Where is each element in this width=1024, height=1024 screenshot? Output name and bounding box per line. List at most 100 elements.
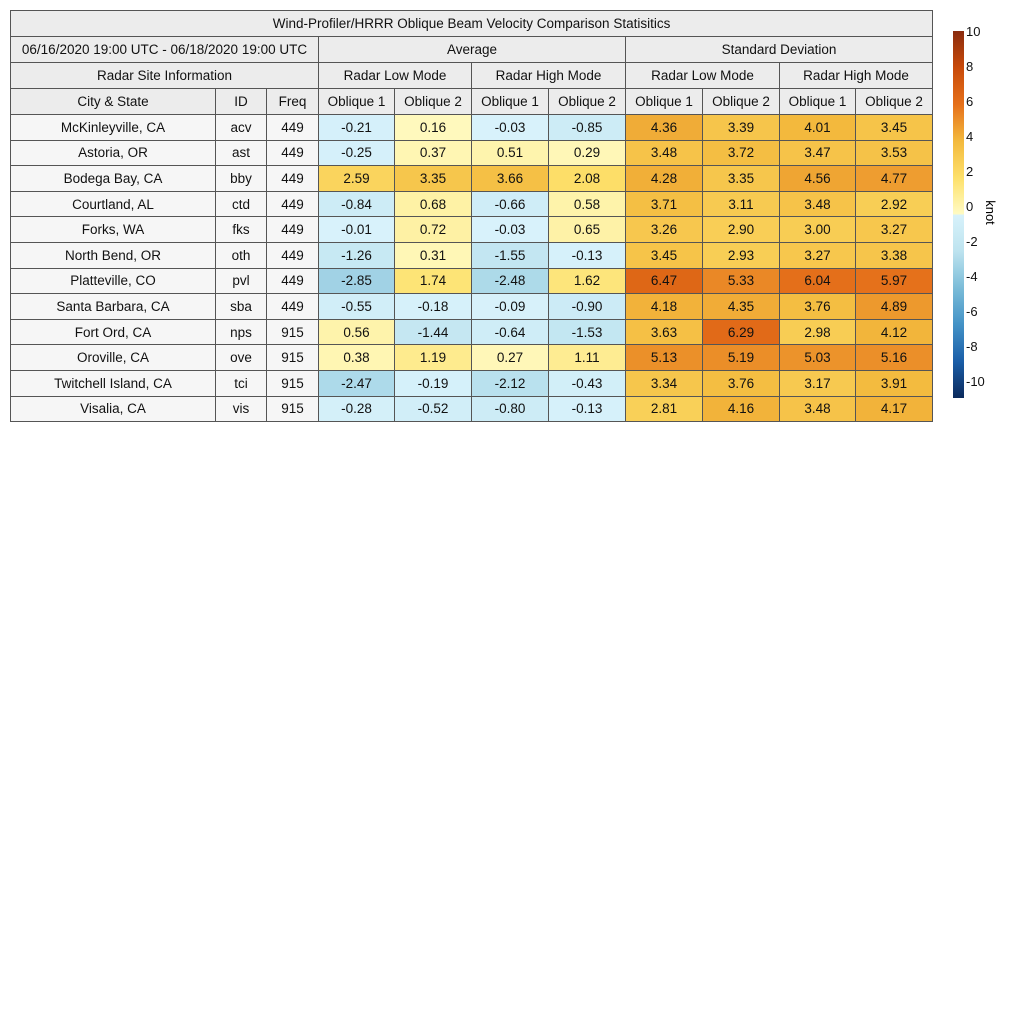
value-cell: 0.31 <box>394 241 472 269</box>
value-cell: 3.17 <box>779 369 856 397</box>
value-cell: -0.84 <box>318 190 395 218</box>
value-cell: 3.76 <box>702 369 780 397</box>
value-cell: 0.38 <box>318 344 395 371</box>
colorbar-label: knot <box>982 200 998 225</box>
value-cell: 5.97 <box>854 267 934 295</box>
value-cell: -0.21 <box>318 114 395 141</box>
table-row: North Bend, OR oth 449 -1.26 0.31 -1.55 -0.13 3… <box>10 241 934 269</box>
comparison-table: Wind-Profiler/HRRR Oblique Beam Velocity… <box>9 10 934 423</box>
value-cell: 5.33 <box>702 267 780 295</box>
mode-header: Radar High Mode <box>778 62 934 89</box>
value-cell: -0.43 <box>548 369 626 397</box>
site-id: ctd <box>215 190 267 218</box>
value-cell: 5.16 <box>854 344 934 371</box>
value-cell: 3.48 <box>779 395 856 423</box>
value-cell: 3.27 <box>779 241 856 269</box>
value-cell: 1.19 <box>394 344 472 371</box>
value-cell: 4.17 <box>854 395 934 423</box>
value-cell: 3.35 <box>702 165 780 192</box>
site-city: Visalia, CA <box>10 395 216 423</box>
colorbar-tick: 0 <box>966 199 974 214</box>
value-cell: 2.59 <box>318 165 395 192</box>
value-cell: -1.26 <box>318 241 395 269</box>
value-cell: 3.26 <box>625 216 703 243</box>
value-cell: -1.53 <box>548 318 626 346</box>
value-cell: -1.44 <box>394 318 472 346</box>
site-freq: 915 <box>266 318 319 346</box>
value-cell: 3.27 <box>854 216 934 243</box>
site-freq: 449 <box>266 241 319 269</box>
column-header: Oblique 2 <box>394 88 472 115</box>
group-std-dev: Standard Deviation <box>624 36 934 63</box>
value-cell: 3.63 <box>625 318 703 346</box>
value-cell: -0.13 <box>548 395 626 423</box>
colorbar-tick: 6 <box>966 94 974 109</box>
value-cell: 3.47 <box>779 139 856 167</box>
column-header: Freq <box>266 88 319 115</box>
site-id: fks <box>215 216 267 243</box>
site-freq: 449 <box>266 216 319 243</box>
value-cell: 4.36 <box>625 114 703 141</box>
value-cell: -0.28 <box>318 395 395 423</box>
value-cell: 0.68 <box>394 190 472 218</box>
table-row: Santa Barbara, CA sba 449 -0.55 -0.18 -0.09 -0… <box>10 293 934 320</box>
site-id: vis <box>215 395 267 423</box>
site-city: Astoria, OR <box>10 139 216 167</box>
value-cell: 0.72 <box>394 216 472 243</box>
value-cell: -0.13 <box>548 241 626 269</box>
column-header: Oblique 1 <box>318 88 395 115</box>
value-cell: 0.16 <box>394 114 472 141</box>
site-freq: 915 <box>266 369 319 397</box>
site-freq: 915 <box>266 344 319 371</box>
site-city: Bodega Bay, CA <box>10 165 216 192</box>
column-header: Oblique 2 <box>854 88 934 115</box>
value-cell: 4.89 <box>854 293 934 320</box>
date-range: 06/16/2020 19:00 UTC - 06/18/2020 19:00 … <box>10 36 319 63</box>
group-average: Average <box>318 36 626 63</box>
table-row: Courtland, AL ctd 449 -0.84 0.68 -0.66 0.58 3.7… <box>10 190 934 218</box>
value-cell: -0.25 <box>318 139 395 167</box>
value-cell: -0.66 <box>471 190 549 218</box>
value-cell: 2.90 <box>702 216 780 243</box>
site-city: Oroville, CA <box>10 344 216 371</box>
value-cell: 4.12 <box>854 318 934 346</box>
table-row: Bodega Bay, CA bby 449 2.59 3.35 3.66 2.08 4.28… <box>10 165 934 192</box>
value-cell: 0.58 <box>548 190 626 218</box>
value-cell: -0.03 <box>471 114 549 141</box>
value-cell: 4.01 <box>779 114 856 141</box>
site-city: Courtland, AL <box>10 190 216 218</box>
site-freq: 449 <box>266 139 319 167</box>
site-city: McKinleyville, CA <box>10 114 216 141</box>
site-id: sba <box>215 293 267 320</box>
table-row: Twitchell Island, CA tci 915 -2.47 -0.19 -2.1… <box>10 369 934 397</box>
table-row: Visalia, CA vis 915 -0.28 -0.52 -0.80 -0.13 2.8… <box>10 395 934 423</box>
site-id: bby <box>215 165 267 192</box>
value-cell: 3.48 <box>625 139 703 167</box>
mode-header: Radar Low Mode <box>318 62 472 89</box>
colorbar-tick: 2 <box>966 164 974 179</box>
value-cell: 0.65 <box>548 216 626 243</box>
column-header: Oblique 1 <box>779 88 856 115</box>
value-cell: 4.28 <box>625 165 703 192</box>
value-cell: 0.56 <box>318 318 395 346</box>
value-cell: 0.37 <box>394 139 472 167</box>
value-cell: -2.12 <box>471 369 549 397</box>
value-cell: 2.08 <box>548 165 626 192</box>
value-cell: 3.91 <box>854 369 934 397</box>
column-header: Oblique 1 <box>625 88 703 115</box>
value-cell: 3.66 <box>471 165 549 192</box>
site-id: nps <box>215 318 267 346</box>
value-cell: 1.74 <box>394 267 472 295</box>
site-city: Forks, WA <box>10 216 216 243</box>
value-cell: 3.71 <box>625 190 703 218</box>
site-id: acv <box>215 114 267 141</box>
mode-header: Radar High Mode <box>471 62 626 89</box>
site-city: North Bend, OR <box>10 241 216 269</box>
site-id: ast <box>215 139 267 167</box>
table-row: Astoria, OR ast 449 -0.25 0.37 0.51 0.29 3.48 3.… <box>10 139 934 167</box>
site-city: Fort Ord, CA <box>10 318 216 346</box>
value-cell: 3.38 <box>854 241 934 269</box>
column-header: Oblique 2 <box>548 88 626 115</box>
value-cell: 3.48 <box>779 190 856 218</box>
value-cell: 2.92 <box>854 190 934 218</box>
